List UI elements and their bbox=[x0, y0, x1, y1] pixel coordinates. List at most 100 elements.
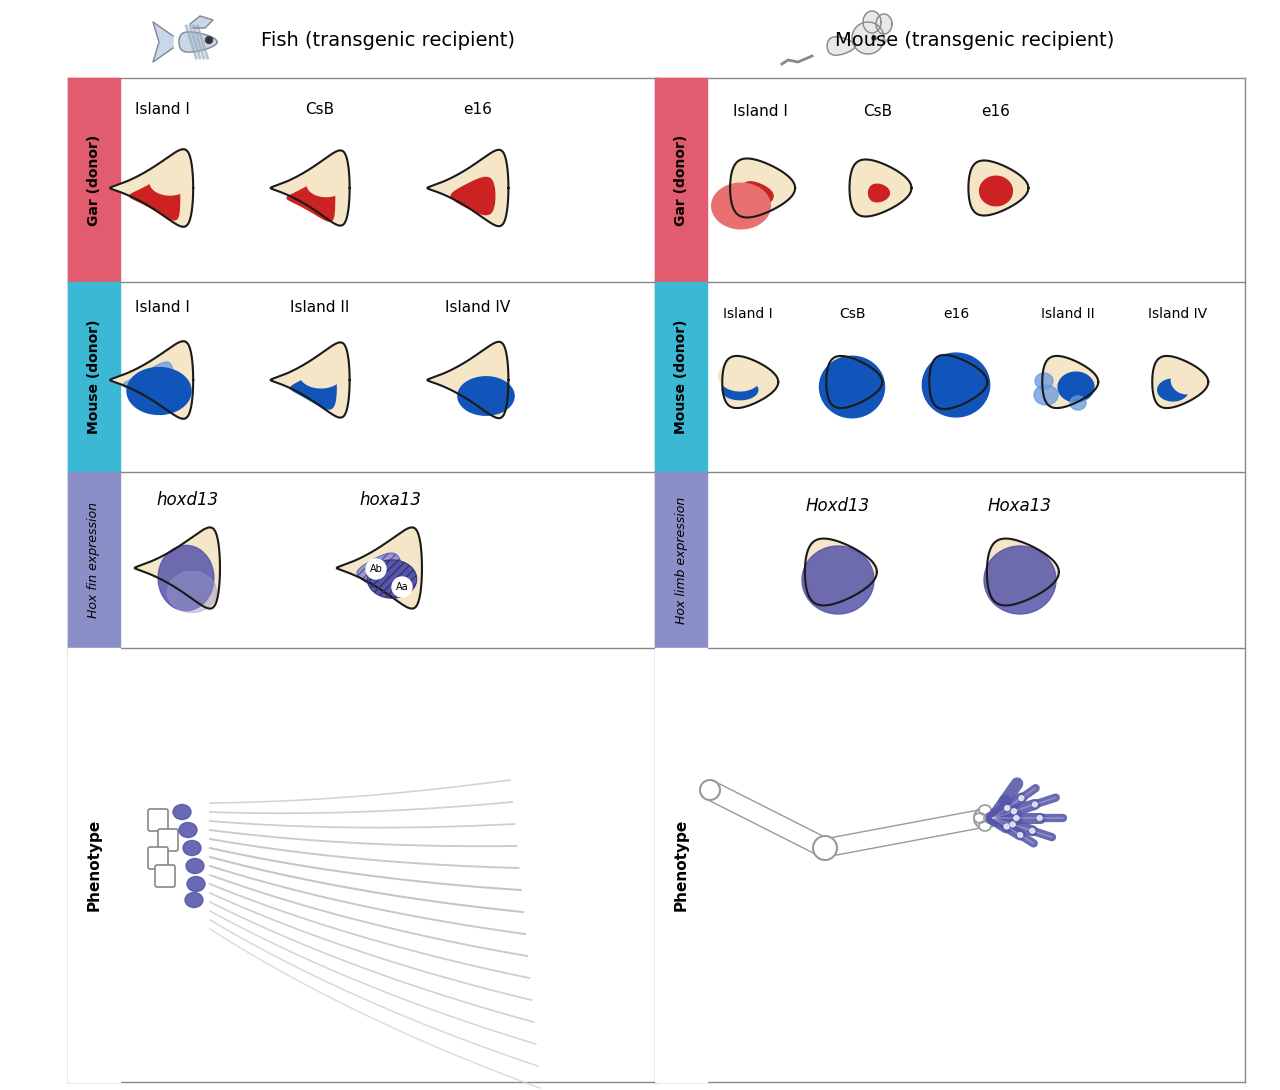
Ellipse shape bbox=[186, 893, 204, 908]
Text: Hoxd13: Hoxd13 bbox=[806, 497, 870, 514]
FancyBboxPatch shape bbox=[157, 829, 178, 851]
Polygon shape bbox=[929, 355, 987, 409]
Text: CsB: CsB bbox=[864, 105, 892, 120]
Polygon shape bbox=[805, 538, 877, 605]
Bar bbox=[655, 282, 707, 472]
Text: Island I: Island I bbox=[723, 307, 773, 320]
Polygon shape bbox=[984, 546, 1056, 614]
Polygon shape bbox=[819, 356, 884, 417]
Polygon shape bbox=[428, 342, 508, 419]
Polygon shape bbox=[428, 149, 508, 227]
Circle shape bbox=[1005, 806, 1010, 811]
Bar bbox=[68, 282, 120, 472]
Polygon shape bbox=[110, 341, 193, 419]
Circle shape bbox=[1030, 828, 1034, 833]
Text: Island I: Island I bbox=[134, 102, 189, 118]
FancyBboxPatch shape bbox=[148, 809, 168, 831]
Circle shape bbox=[813, 836, 837, 860]
Bar bbox=[655, 647, 707, 1082]
Polygon shape bbox=[270, 342, 349, 417]
Text: hoxa13: hoxa13 bbox=[358, 490, 421, 509]
Text: Hox fin expression: Hox fin expression bbox=[87, 502, 101, 618]
Polygon shape bbox=[741, 182, 773, 210]
Text: Island I: Island I bbox=[732, 105, 787, 120]
FancyBboxPatch shape bbox=[155, 865, 175, 887]
Polygon shape bbox=[134, 528, 220, 608]
Polygon shape bbox=[827, 37, 855, 56]
Polygon shape bbox=[869, 184, 890, 202]
Text: Island II: Island II bbox=[291, 301, 349, 315]
Circle shape bbox=[1037, 815, 1042, 821]
Text: Phenotype: Phenotype bbox=[673, 819, 689, 911]
Polygon shape bbox=[270, 150, 349, 226]
Polygon shape bbox=[337, 528, 422, 608]
Polygon shape bbox=[803, 546, 874, 614]
Polygon shape bbox=[110, 149, 193, 227]
Polygon shape bbox=[154, 22, 173, 62]
Circle shape bbox=[872, 36, 876, 40]
Circle shape bbox=[206, 36, 212, 44]
Polygon shape bbox=[719, 361, 762, 391]
Ellipse shape bbox=[979, 806, 991, 815]
Polygon shape bbox=[850, 159, 911, 217]
Ellipse shape bbox=[187, 876, 205, 892]
Polygon shape bbox=[287, 174, 334, 221]
Bar bbox=[655, 78, 707, 282]
Polygon shape bbox=[307, 171, 346, 196]
Circle shape bbox=[1019, 796, 1024, 801]
Polygon shape bbox=[159, 545, 214, 610]
Circle shape bbox=[1033, 802, 1037, 807]
Text: Ab: Ab bbox=[370, 564, 383, 574]
Polygon shape bbox=[451, 178, 495, 215]
Polygon shape bbox=[979, 177, 1012, 206]
Text: e16: e16 bbox=[943, 307, 969, 320]
Circle shape bbox=[366, 559, 387, 579]
Text: hoxd13: hoxd13 bbox=[157, 490, 219, 509]
Text: Hoxa13: Hoxa13 bbox=[988, 497, 1052, 514]
Text: Aa: Aa bbox=[396, 582, 408, 592]
Polygon shape bbox=[168, 571, 216, 613]
FancyBboxPatch shape bbox=[148, 847, 168, 869]
Polygon shape bbox=[987, 538, 1059, 605]
Text: Mouse (transgenic recipient): Mouse (transgenic recipient) bbox=[836, 31, 1115, 49]
Polygon shape bbox=[150, 169, 189, 195]
Polygon shape bbox=[1036, 373, 1053, 389]
Circle shape bbox=[1010, 822, 1015, 827]
Ellipse shape bbox=[974, 813, 986, 823]
Ellipse shape bbox=[179, 823, 197, 837]
Bar bbox=[68, 647, 120, 1082]
Polygon shape bbox=[969, 160, 1028, 216]
Text: Island IV: Island IV bbox=[1148, 307, 1207, 320]
Polygon shape bbox=[1157, 379, 1188, 401]
Bar bbox=[655, 472, 707, 647]
Polygon shape bbox=[863, 11, 881, 33]
Text: Island IV: Island IV bbox=[445, 301, 511, 315]
Polygon shape bbox=[1042, 356, 1098, 408]
Polygon shape bbox=[291, 367, 337, 409]
Text: Fish (transgenic recipient): Fish (transgenic recipient) bbox=[261, 31, 515, 49]
Polygon shape bbox=[129, 172, 179, 220]
Circle shape bbox=[1004, 824, 1009, 829]
Polygon shape bbox=[1070, 396, 1085, 410]
Polygon shape bbox=[1034, 385, 1059, 405]
Polygon shape bbox=[876, 14, 892, 34]
Polygon shape bbox=[458, 377, 515, 415]
Polygon shape bbox=[127, 367, 191, 414]
Polygon shape bbox=[827, 356, 882, 408]
Bar bbox=[68, 78, 120, 282]
Ellipse shape bbox=[186, 859, 204, 873]
Bar bbox=[68, 472, 120, 647]
Text: Island I: Island I bbox=[134, 301, 189, 315]
Text: Gar (donor): Gar (donor) bbox=[87, 134, 101, 226]
Circle shape bbox=[700, 780, 719, 800]
Polygon shape bbox=[730, 158, 795, 218]
Ellipse shape bbox=[984, 813, 996, 823]
Polygon shape bbox=[189, 16, 212, 28]
Text: Gar (donor): Gar (donor) bbox=[675, 134, 689, 226]
Polygon shape bbox=[923, 353, 989, 416]
Ellipse shape bbox=[173, 804, 191, 820]
Circle shape bbox=[974, 807, 996, 829]
Text: CsB: CsB bbox=[306, 102, 334, 118]
Polygon shape bbox=[179, 32, 218, 52]
Polygon shape bbox=[712, 183, 771, 229]
